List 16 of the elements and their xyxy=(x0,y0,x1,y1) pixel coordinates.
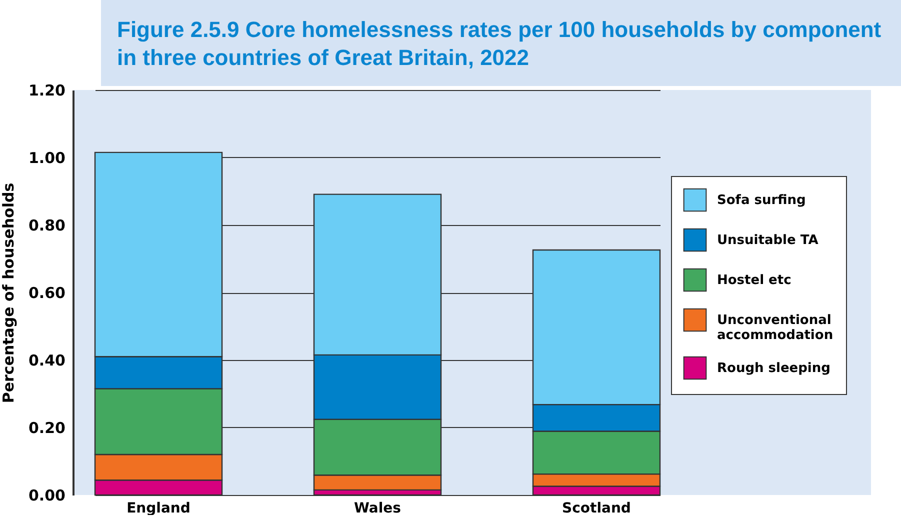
legend-label: Unconventional accommodation xyxy=(717,313,834,343)
legend-label: Rough sleeping xyxy=(717,361,830,376)
legend-label: Sofa surfing xyxy=(717,193,806,208)
x-tick-label: Scotland xyxy=(562,500,631,516)
y-tick-label: 1.00 xyxy=(28,149,66,167)
y-tick-label: 0.00 xyxy=(28,486,66,504)
y-tick-label: 0.80 xyxy=(28,216,66,234)
legend-label: Unsuitable TA xyxy=(717,233,818,248)
legend-label: Hostel etc xyxy=(717,273,792,288)
y-tick-label: 0.60 xyxy=(28,284,66,302)
y-axis-title: Percentage of households xyxy=(0,182,18,404)
y-tick-label: 1.20 xyxy=(28,82,66,100)
y-tick-label: 0.20 xyxy=(28,419,66,437)
chart-title: Figure 2.5.9 Core homelessness rates per 100 households by component in three countries of Great Britain, 2022 xyxy=(101,0,901,86)
x-tick-label: Wales xyxy=(354,500,402,516)
y-tick-label: 0.40 xyxy=(28,352,66,370)
